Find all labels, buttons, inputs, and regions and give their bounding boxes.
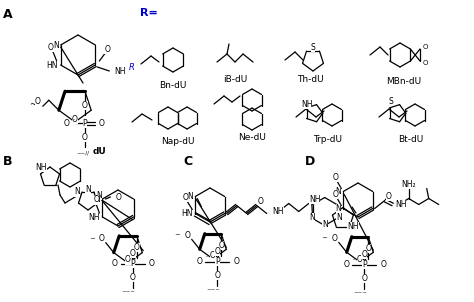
Text: O: O	[35, 97, 41, 106]
Text: O: O	[233, 257, 239, 266]
Text: Th-dU: Th-dU	[297, 76, 323, 85]
Text: N: N	[310, 213, 316, 222]
Text: ~: ~	[29, 100, 36, 109]
Text: NH₂: NH₂	[401, 180, 416, 189]
Text: O: O	[219, 241, 224, 250]
Text: O: O	[361, 250, 367, 259]
Text: O: O	[196, 257, 202, 266]
Text: O: O	[82, 133, 88, 142]
Text: N: N	[188, 192, 193, 201]
Text: Nap-dU: Nap-dU	[161, 137, 194, 146]
Text: O: O	[130, 249, 136, 259]
Text: O: O	[93, 195, 100, 204]
Text: O: O	[134, 243, 140, 252]
Text: NH: NH	[301, 100, 312, 109]
Text: NH: NH	[309, 195, 320, 204]
Text: O: O	[72, 114, 78, 124]
Text: P: P	[130, 259, 135, 268]
Text: O: O	[112, 259, 118, 268]
Text: HN: HN	[181, 209, 192, 218]
Text: NH: NH	[395, 200, 407, 209]
Text: O: O	[64, 119, 70, 128]
Text: O: O	[332, 173, 338, 182]
Text: O: O	[104, 44, 110, 53]
Text: ~~~: ~~~	[122, 289, 136, 294]
Text: R=: R=	[140, 8, 158, 18]
Text: N: N	[53, 40, 59, 50]
Text: O: O	[386, 192, 392, 201]
Text: O: O	[125, 255, 131, 265]
Text: -: -	[353, 258, 355, 263]
Text: N: N	[74, 188, 80, 197]
Text: N: N	[336, 204, 341, 213]
Text: HN: HN	[46, 60, 58, 69]
Text: A: A	[3, 8, 13, 21]
Text: S: S	[388, 97, 393, 106]
Text: O: O	[332, 234, 337, 243]
Text: -: -	[122, 257, 124, 262]
Text: NH: NH	[114, 66, 126, 76]
Text: P: P	[362, 260, 366, 269]
Text: Bt-dU: Bt-dU	[398, 134, 423, 143]
Text: O: O	[149, 259, 155, 268]
Text: N: N	[95, 194, 100, 204]
Text: O: O	[422, 44, 428, 50]
Text: ~: ~	[322, 235, 328, 241]
Text: S: S	[310, 43, 315, 52]
Text: O: O	[48, 43, 54, 52]
Text: dU: dU	[93, 147, 107, 156]
Text: MBn-dU: MBn-dU	[386, 76, 421, 85]
Text: NH: NH	[273, 207, 284, 216]
Text: O: O	[130, 273, 136, 282]
Text: O: O	[182, 193, 188, 202]
Text: O: O	[258, 197, 264, 206]
Text: -: -	[206, 255, 208, 260]
Text: Ne-dU: Ne-dU	[238, 133, 266, 142]
Text: O: O	[210, 252, 216, 261]
Text: O: O	[82, 101, 88, 110]
Text: N: N	[322, 220, 328, 229]
Text: NH: NH	[35, 162, 47, 172]
Text: -: -	[73, 118, 75, 123]
Text: O: O	[185, 231, 191, 240]
Text: ~: ~	[175, 232, 181, 238]
Text: O: O	[422, 60, 428, 66]
Text: O: O	[361, 274, 367, 283]
Text: ~~~: ~~~	[206, 287, 220, 292]
Text: N: N	[336, 213, 342, 222]
Text: ~: ~	[89, 236, 95, 242]
Text: O: O	[343, 260, 349, 269]
Text: O: O	[365, 244, 371, 253]
Text: C: C	[183, 155, 192, 168]
Text: O: O	[214, 271, 220, 280]
Text: O: O	[99, 234, 105, 243]
Text: NH: NH	[88, 213, 100, 221]
Text: Trp-dU: Trp-dU	[313, 134, 342, 143]
Text: N: N	[85, 185, 91, 194]
Text: O: O	[214, 247, 220, 256]
Text: R: R	[128, 63, 134, 72]
Text: O: O	[380, 260, 386, 269]
Text: D: D	[305, 155, 315, 168]
Text: iB-dU: iB-dU	[223, 76, 247, 85]
Text: O: O	[115, 192, 121, 201]
Text: P: P	[82, 119, 87, 128]
Text: NH: NH	[347, 222, 359, 231]
Text: N: N	[336, 187, 341, 196]
Text: O: O	[357, 255, 363, 264]
Text: N: N	[96, 191, 102, 200]
Text: Bn-dU: Bn-dU	[159, 82, 187, 91]
Text: ~~//: ~~//	[76, 151, 90, 156]
Text: O: O	[332, 190, 338, 199]
Text: O: O	[99, 119, 105, 128]
Text: B: B	[3, 155, 12, 168]
Text: ~~~: ~~~	[353, 290, 367, 295]
Text: P: P	[215, 257, 219, 266]
